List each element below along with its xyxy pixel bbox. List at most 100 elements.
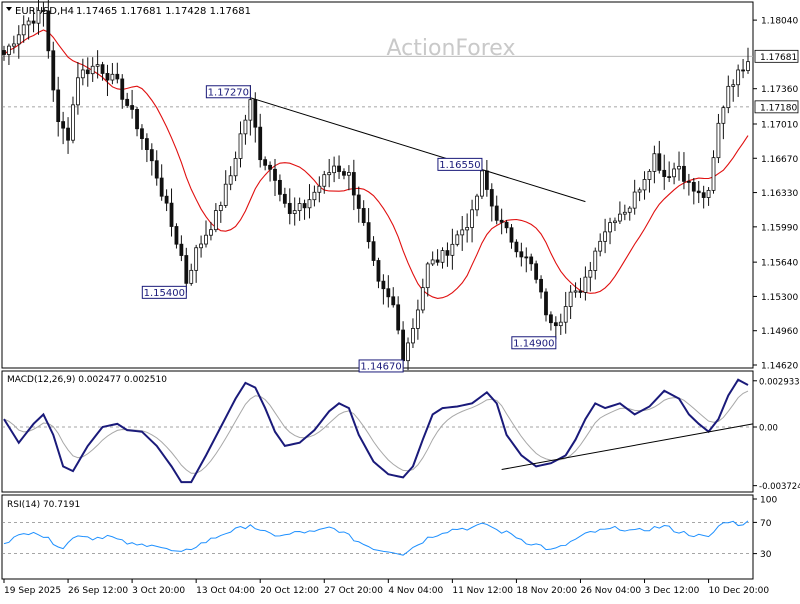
candle	[613, 217, 617, 232]
candle-body	[297, 203, 302, 212]
candle	[686, 173, 691, 196]
candle-body	[149, 149, 154, 162]
candle	[563, 291, 568, 334]
candle	[371, 236, 376, 266]
candle-body	[430, 259, 435, 265]
candle	[736, 64, 741, 97]
candle-body	[593, 250, 598, 271]
candle-body	[174, 226, 179, 245]
candle	[46, 0, 51, 59]
price-tick-label: 1.17010	[761, 120, 798, 130]
candle	[140, 124, 144, 150]
candle	[455, 230, 460, 247]
candle	[258, 113, 263, 168]
candle	[617, 201, 622, 224]
price-annotation: 1.15400	[141, 285, 187, 299]
candle	[667, 161, 672, 183]
candle-body	[475, 195, 479, 211]
candle-body	[351, 172, 356, 196]
rsi-panel-frame	[1, 494, 754, 580]
candle	[26, 17, 31, 40]
candle-body	[460, 229, 465, 236]
time-tick-label: 27 Oct 20:00	[324, 586, 383, 596]
annotation-text: 1.17270	[208, 87, 249, 98]
candle	[716, 113, 721, 164]
candle-body	[534, 263, 539, 280]
candle-body	[435, 259, 440, 263]
candle-body	[696, 190, 701, 194]
price-tick-label: 1.14620	[761, 362, 798, 372]
annotation-text: 1.15400	[144, 288, 185, 299]
candle-body	[322, 174, 327, 187]
price-tag-label: 1.17180	[760, 103, 797, 113]
candle-body	[164, 195, 169, 204]
candle	[174, 223, 179, 249]
candle-body	[100, 64, 105, 74]
candle	[179, 235, 184, 262]
candle-body	[701, 192, 706, 198]
candle-body	[721, 107, 726, 124]
candle-body	[268, 164, 272, 170]
candle-body	[509, 227, 514, 243]
annotation-text: 1.14670	[360, 361, 401, 372]
annotation-text: 1.16550	[439, 160, 480, 171]
candle	[332, 156, 337, 183]
candle	[632, 179, 637, 215]
candle	[440, 247, 445, 269]
candle-body	[66, 127, 70, 141]
candle-body	[263, 159, 268, 166]
macd-signal-line	[3, 390, 749, 474]
price-axis: 1.18040 1.17360 1.17010 1.16670 1.16330 1.159…	[753, 17, 798, 372]
candle	[544, 288, 548, 322]
candle	[701, 185, 706, 209]
candle	[125, 92, 130, 108]
candle-body	[682, 165, 686, 182]
candle-body	[184, 255, 189, 284]
candle-body	[376, 260, 381, 282]
collapse-arrow-icon[interactable]	[6, 7, 12, 11]
candle-body	[647, 170, 652, 180]
candle	[415, 299, 420, 340]
candle-body	[440, 250, 445, 263]
candle-body	[726, 85, 731, 109]
time-tick-label: 3 Dec 12:00	[645, 586, 700, 596]
candle	[149, 143, 154, 176]
candle-body	[194, 247, 199, 271]
candle-body	[56, 89, 61, 122]
candle-body	[425, 263, 430, 289]
time-tick-label: 20 Oct 12:00	[260, 586, 319, 596]
candle-body	[26, 20, 31, 26]
candle-body	[332, 165, 337, 174]
candle-body	[617, 213, 622, 222]
candle	[115, 62, 120, 84]
candle	[509, 224, 514, 249]
candle	[351, 159, 356, 211]
candle-body	[539, 278, 543, 293]
candle-body	[51, 50, 56, 91]
macd-tick-label: 0.00	[759, 423, 778, 433]
macd-axis: 0.002933 0.00 -0.003724	[753, 377, 800, 492]
time-axis: 19 Sep 2025 26 Sep 12:00 3 Oct 20:00 13 Oct…	[3, 579, 769, 596]
candle	[337, 155, 341, 179]
candle	[100, 61, 105, 81]
candle-body	[307, 199, 312, 209]
candle-body	[381, 280, 386, 290]
candle	[514, 239, 519, 258]
candle-body	[691, 181, 696, 192]
time-tick-label: 13 Oct 04:00	[196, 586, 255, 596]
candle	[213, 203, 218, 233]
candle-body	[386, 288, 391, 298]
candle-body	[292, 210, 297, 214]
candle-body	[455, 234, 460, 245]
candle	[549, 311, 553, 331]
candle-body	[2, 50, 6, 55]
candle	[322, 170, 327, 194]
candle-body	[46, 10, 51, 52]
candle-body	[366, 222, 371, 243]
candle-body	[484, 170, 489, 190]
candle-body	[450, 243, 455, 256]
macd-main-line	[3, 378, 749, 484]
time-tick-label: 11 Nov 12:00	[452, 586, 513, 596]
candle-body	[248, 99, 253, 121]
candle-body	[603, 231, 608, 242]
